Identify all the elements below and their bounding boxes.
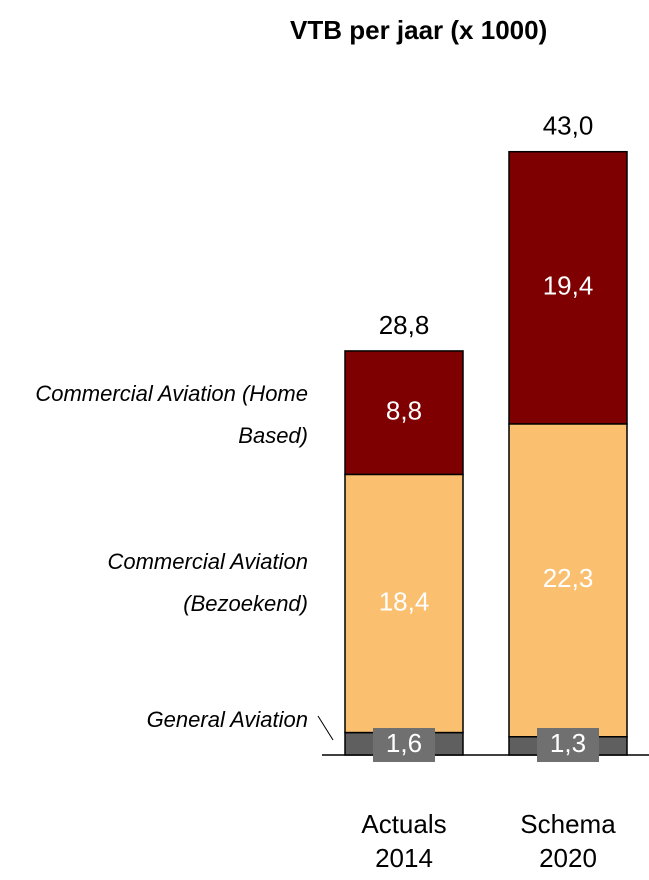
leader-line: [317, 715, 334, 741]
label-box: [537, 728, 599, 762]
total-label: 43,0: [543, 111, 594, 141]
value-label: 22,3: [543, 563, 594, 593]
value-label: 18,4: [379, 586, 430, 616]
bar-segment: [508, 150, 628, 425]
total-label: 28,8: [379, 310, 430, 340]
x-tick-label: Actuals: [361, 809, 446, 839]
bar-segment: [344, 350, 464, 476]
value-label: 1,3: [550, 728, 586, 758]
x-tick-label: 2020: [539, 843, 597, 873]
value-label: 19,4: [543, 271, 594, 301]
x-tick-label: 2014: [375, 843, 433, 873]
legend-label: General Aviation: [146, 707, 308, 732]
bar-segment: [344, 473, 464, 734]
label-box: [373, 728, 435, 762]
legend-label: Commercial Aviation (Home Based): [35, 381, 308, 448]
value-label: 8,8: [386, 396, 422, 426]
x-tick-label: Schema: [520, 809, 616, 839]
chart-title: VTB per jaar (x 1000): [290, 15, 547, 45]
legend-label: Commercial Aviation (Bezoekend): [107, 549, 308, 616]
value-label: 1,6: [386, 728, 422, 758]
